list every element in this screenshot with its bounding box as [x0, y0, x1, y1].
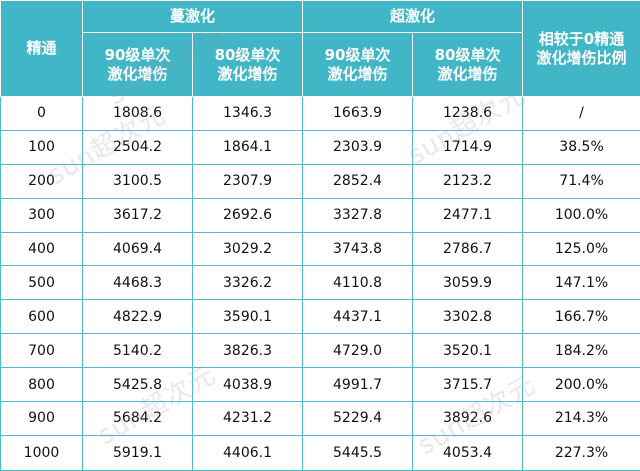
header-spread-80: 80级单次 激化增伤 [191, 32, 304, 97]
cell-em: 600 [0, 299, 83, 335]
cell-em: 0 [0, 96, 83, 131]
cell-em: 100 [0, 129, 83, 165]
header-aggravate-80: 80级单次 激化增伤 [412, 32, 524, 97]
cell-spread-80: 4038.9 [191, 367, 304, 403]
header-aggravate-90-line2: 激化增伤 [327, 64, 388, 83]
table-row: 400 4069.4 3029.2 3743.8 2786.7 125.0% [0, 231, 640, 267]
header-group-spread: 蔓激化 [81, 0, 304, 33]
cell-aggravate-80: 3892.6 [412, 401, 524, 436]
cell-aggravate-90: 4729.0 [302, 333, 414, 369]
cell-spread-90: 4069.4 [82, 231, 193, 267]
cell-em: 200 [0, 163, 83, 199]
header-spread-90-line2: 激化增伤 [107, 64, 168, 83]
cell-ratio: 125.0% [522, 231, 640, 267]
header-spread-80-line2: 激化增伤 [217, 64, 278, 83]
cell-aggravate-90: 3743.8 [302, 231, 414, 267]
table-row: 100 2504.2 1864.1 2303.9 1714.9 38.5% [0, 129, 640, 165]
table-body: 0 1808.6 1346.3 1663.9 1238.6 / 100 2504… [0, 96, 640, 471]
cell-ratio: 71.4% [522, 163, 640, 199]
cell-spread-80: 3590.1 [191, 299, 304, 335]
cell-ratio: 227.3% [522, 434, 640, 471]
cell-aggravate-90: 3327.8 [302, 197, 414, 233]
cell-spread-80: 4406.1 [191, 434, 304, 471]
header-aggravate-90-line1: 90级单次 [324, 45, 391, 64]
cell-spread-80: 3826.3 [191, 333, 304, 369]
cell-aggravate-80: 2123.2 [412, 163, 524, 199]
cell-spread-90: 4822.9 [82, 299, 193, 335]
cell-spread-80: 4231.2 [191, 401, 304, 436]
cell-aggravate-90: 5445.5 [302, 434, 414, 471]
cell-aggravate-90: 2852.4 [302, 163, 414, 199]
cell-spread-90: 3617.2 [82, 197, 193, 233]
cell-spread-90: 4468.3 [82, 265, 193, 301]
cell-spread-90: 3100.5 [82, 163, 193, 199]
cell-aggravate-90: 4437.1 [302, 299, 414, 335]
cell-em: 700 [0, 333, 83, 369]
cell-spread-90: 5684.2 [82, 401, 193, 436]
table-row: 500 4468.3 3326.2 4110.8 3059.9 147.1% [0, 265, 640, 301]
cell-ratio: 38.5% [522, 129, 640, 165]
cell-aggravate-80: 4053.4 [412, 434, 524, 471]
cell-em: 300 [0, 197, 83, 233]
table-row: 1000 5919.1 4406.1 5445.5 4053.4 227.3% [0, 434, 640, 471]
cell-spread-90: 5919.1 [82, 434, 193, 471]
header-spread-90-line1: 90级单次 [104, 45, 171, 64]
cell-spread-90: 2504.2 [82, 129, 193, 165]
cell-spread-80: 2692.6 [191, 197, 304, 233]
cell-aggravate-80: 3302.8 [412, 299, 524, 335]
table-row: 700 5140.2 3826.3 4729.0 3520.1 184.2% [0, 333, 640, 369]
cell-aggravate-80: 2786.7 [412, 231, 524, 267]
table-row: 900 5684.2 4231.2 5229.4 3892.6 214.3% [0, 401, 640, 436]
cell-spread-80: 3029.2 [191, 231, 304, 267]
cell-ratio: 147.1% [522, 265, 640, 301]
cell-ratio: 214.3% [522, 401, 640, 436]
table-row: 800 5425.8 4038.9 4991.7 3715.7 200.0% [0, 367, 640, 403]
cell-spread-80: 2307.9 [191, 163, 304, 199]
header-ratio-line1: 相较于0精通 [538, 29, 625, 48]
cell-aggravate-80: 3059.9 [412, 265, 524, 301]
cell-aggravate-90: 2303.9 [302, 129, 414, 165]
cell-em: 1000 [0, 434, 83, 471]
header-aggravate-80-line1: 80级单次 [434, 45, 501, 64]
cell-em: 900 [0, 401, 83, 436]
cell-aggravate-80: 1238.6 [412, 96, 524, 131]
header-elemental-mastery: 精通 [0, 0, 83, 97]
cell-ratio: 166.7% [522, 299, 640, 335]
cell-spread-90: 5425.8 [82, 367, 193, 403]
cell-spread-80: 1346.3 [191, 96, 304, 131]
cell-ratio: 200.0% [522, 367, 640, 403]
header-aggravate-80-line2: 激化增伤 [437, 64, 498, 83]
header-spread-90: 90级单次 激化增伤 [82, 32, 193, 97]
cell-spread-80: 3326.2 [191, 265, 304, 301]
cell-aggravate-90: 4991.7 [302, 367, 414, 403]
table-header: 精通 蔓激化 超激化 相较于0精通 激化增伤比例 90级单次 激化增伤 80级单… [0, 0, 640, 97]
table-row: 300 3617.2 2692.6 3327.8 2477.1 100.0% [0, 197, 640, 233]
cell-spread-90: 1808.6 [82, 96, 193, 131]
cell-em: 800 [0, 367, 83, 403]
table-row: 200 3100.5 2307.9 2852.4 2123.2 71.4% [0, 163, 640, 199]
header-ratio: 相较于0精通 激化增伤比例 [522, 0, 640, 97]
cell-aggravate-90: 1663.9 [302, 96, 414, 131]
cell-aggravate-80: 1714.9 [412, 129, 524, 165]
header-ratio-line2: 激化增伤比例 [536, 48, 627, 67]
cell-em: 400 [0, 231, 83, 267]
cell-ratio: 184.2% [522, 333, 640, 369]
cell-spread-90: 5140.2 [82, 333, 193, 369]
cell-aggravate-90: 4110.8 [302, 265, 414, 301]
cell-aggravate-80: 2477.1 [412, 197, 524, 233]
cell-aggravate-80: 3520.1 [412, 333, 524, 369]
cell-aggravate-80: 3715.7 [412, 367, 524, 403]
cell-spread-80: 1864.1 [191, 129, 304, 165]
table-row: 600 4822.9 3590.1 4437.1 3302.8 166.7% [0, 299, 640, 335]
header-spread-80-line1: 80级单次 [214, 45, 281, 64]
cell-ratio: / [522, 96, 640, 131]
header-aggravate-90: 90级单次 激化增伤 [302, 32, 414, 97]
header-group-aggravate: 超激化 [302, 0, 524, 33]
table-row: 0 1808.6 1346.3 1663.9 1238.6 / [0, 96, 640, 131]
cell-em: 500 [0, 265, 83, 301]
cell-aggravate-90: 5229.4 [302, 401, 414, 436]
cell-ratio: 100.0% [522, 197, 640, 233]
